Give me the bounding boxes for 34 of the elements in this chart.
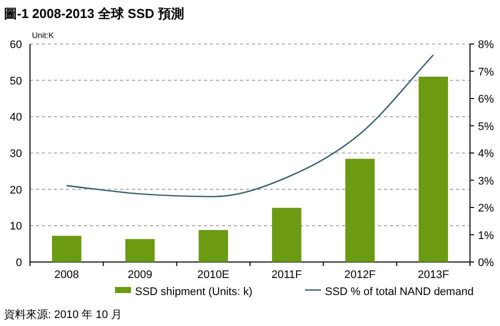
x-tick-label: 2009 — [128, 269, 152, 281]
x-tick-label: 2011F — [271, 269, 302, 281]
y-tick-label: 20 — [10, 184, 22, 196]
y2-tick-label: 5% — [478, 120, 494, 133]
y-tick-label: 0 — [16, 257, 22, 269]
y-tick-label: 30 — [10, 148, 22, 160]
bar — [272, 208, 302, 262]
y2-tick-label: 7% — [478, 66, 494, 78]
source-note: 資料來源: 2010 年 10 月 — [4, 308, 122, 321]
bar — [418, 76, 448, 262]
chart-title: 圖-1 2008-2013 全球 SSD 預測 — [4, 6, 184, 21]
y2-tick-label: 0% — [478, 257, 494, 269]
text: Unit:K — [32, 31, 54, 40]
y-tick-label: 40 — [10, 112, 22, 124]
legend-label: SSD % of total NAND demand — [325, 286, 474, 298]
y2-tick-label: 2% — [478, 202, 494, 214]
x-tick-label: 2010E — [197, 269, 230, 281]
x-tick-label: 2008 — [54, 269, 79, 281]
y-tick-label: 10 — [10, 220, 22, 233]
y2-tick-label: 6% — [478, 94, 494, 106]
bar — [345, 158, 375, 262]
x-tick-label: 2012F — [344, 269, 376, 281]
legend-label: SSD shipment (Units: k) — [135, 286, 252, 298]
y-tick-label: 50 — [10, 75, 22, 88]
line-series — [66, 54, 434, 198]
bar — [198, 230, 228, 262]
y-tick-label: 60 — [10, 39, 22, 51]
bar — [125, 239, 155, 262]
bar — [52, 236, 82, 262]
y2-tick-label: 4% — [478, 148, 494, 160]
y2-tick-label: 1% — [478, 230, 494, 242]
x-tick-label: 2013F — [418, 269, 450, 281]
y2-tick-label: 3% — [478, 175, 494, 188]
y2-tick-label: 8% — [478, 39, 494, 51]
